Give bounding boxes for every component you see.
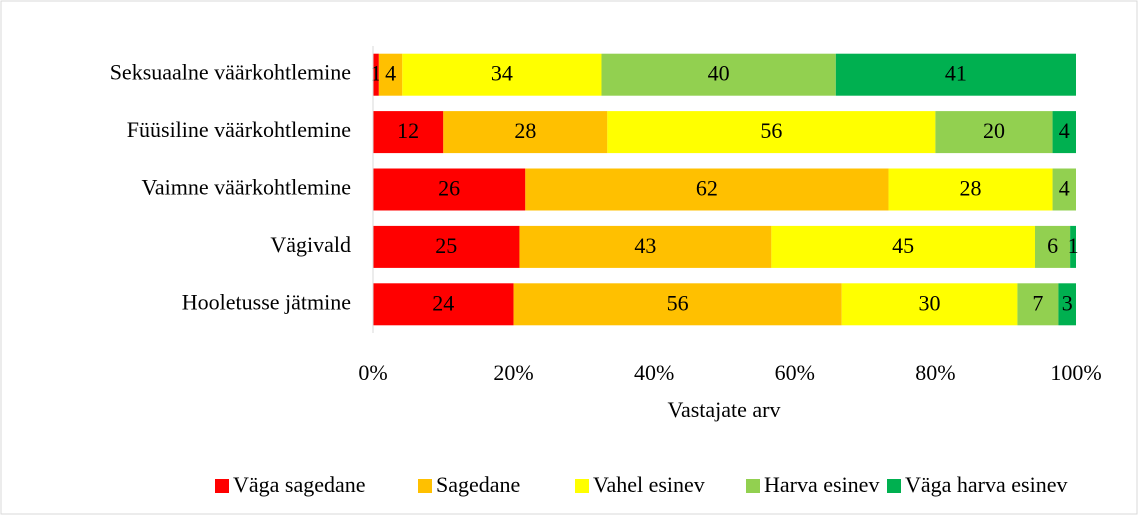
data-label: 3 [1062, 290, 1073, 315]
bar-segment [1070, 225, 1076, 268]
data-label: 56 [667, 290, 689, 315]
x-tick-label: 0% [358, 360, 387, 385]
y-tick-label: Seksuaalne väärkohtlemine [110, 60, 351, 85]
legend-label: Sagedane [436, 472, 520, 497]
legend-swatch [887, 479, 901, 493]
bar-segment [402, 53, 602, 96]
data-label: 30 [919, 290, 941, 315]
legend-label: Väga sagedane [233, 472, 366, 497]
data-label: 40 [708, 61, 730, 86]
bar-segment [771, 225, 1035, 268]
data-label: 56 [760, 118, 782, 143]
x-axis-label: Vastajate arv [668, 397, 781, 422]
x-tick-label: 100% [1050, 360, 1101, 385]
bar-segment [373, 283, 514, 326]
bar-segment [888, 168, 1053, 211]
data-label: 4 [385, 61, 396, 86]
bar-segment [935, 111, 1053, 154]
x-tick-label: 40% [634, 360, 674, 385]
data-label: 41 [945, 61, 967, 86]
data-label: 62 [696, 176, 718, 201]
y-tick-label: Füüsiline väärkohtlemine [127, 117, 351, 142]
legend-swatch [215, 479, 229, 493]
data-label: 6 [1047, 233, 1058, 258]
bar-segment [525, 168, 889, 211]
data-label: 28 [960, 176, 982, 201]
data-label: 12 [397, 118, 419, 143]
bar-segment [513, 283, 842, 326]
data-label: 28 [514, 118, 536, 143]
bar-segment [373, 111, 444, 154]
legend-swatch [575, 479, 589, 493]
y-tick-label: Vaimne väärkohtlemine [141, 175, 351, 200]
bar-segment [1034, 225, 1071, 268]
legend-swatch [746, 479, 760, 493]
bar-segment [1058, 283, 1076, 326]
legend-label: Harva esinev [764, 472, 879, 497]
bar-segment [443, 111, 608, 154]
legend-swatch [418, 479, 432, 493]
bar-segment [373, 53, 379, 96]
data-label: 43 [634, 233, 656, 258]
data-label: 1 [370, 61, 381, 86]
data-label: 24 [432, 290, 454, 315]
data-label: 34 [491, 61, 513, 86]
bar-segment [835, 53, 1076, 96]
data-label: 26 [438, 176, 460, 201]
bar-segment [841, 283, 1018, 326]
bar-segment [373, 225, 520, 268]
data-label: 4 [1059, 176, 1070, 201]
bar-segment [1052, 111, 1076, 154]
legend-label: Väga harva esinev [905, 472, 1067, 497]
data-label: 1 [1068, 233, 1079, 258]
bar-segment [373, 168, 526, 211]
bar-segment [1017, 283, 1059, 326]
bar-segment [378, 53, 403, 96]
bar-segment [1052, 168, 1076, 211]
data-label: 4 [1059, 118, 1070, 143]
bar-segment [519, 225, 772, 268]
data-label: 45 [892, 233, 914, 258]
data-label: 25 [435, 233, 457, 258]
y-tick-label: Hooletusse jätmine [182, 289, 351, 314]
bar-segment [601, 53, 836, 96]
y-tick-label: Vägivald [270, 232, 351, 257]
bar-segment [607, 111, 936, 154]
x-tick-label: 80% [915, 360, 955, 385]
x-tick-label: 60% [775, 360, 815, 385]
data-label: 7 [1032, 290, 1043, 315]
legend-label: Vahel esinev [593, 472, 705, 497]
x-tick-label: 20% [493, 360, 533, 385]
data-label: 20 [983, 118, 1005, 143]
